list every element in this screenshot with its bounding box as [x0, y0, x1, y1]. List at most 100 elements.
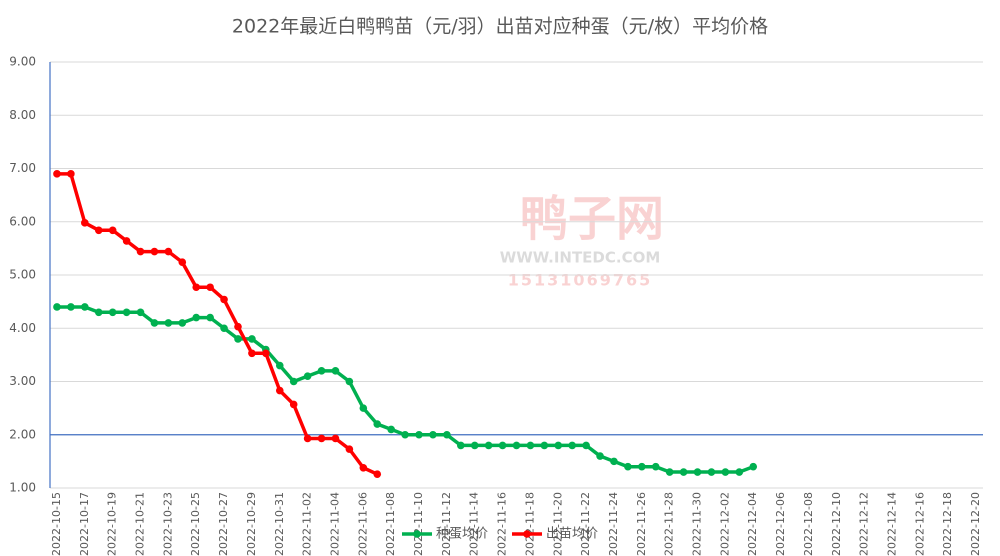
data-point — [136, 247, 145, 256]
data-point — [150, 247, 159, 256]
data-point — [248, 335, 256, 343]
legend-item: 出苗均价 — [512, 527, 598, 542]
data-point — [707, 468, 716, 476]
data-point — [206, 283, 214, 292]
data-point — [512, 441, 521, 450]
watermark-text: 15131069765 — [508, 271, 652, 290]
watermark-text: WWW.INTEDC.COM — [500, 249, 661, 267]
data-point — [220, 295, 228, 304]
x-tick-label: 2022-10-25 — [189, 492, 202, 556]
data-point — [526, 441, 535, 450]
data-point — [164, 319, 173, 327]
data-point — [248, 349, 256, 358]
x-tick-label: 2022-10-27 — [217, 492, 230, 556]
data-point — [498, 441, 507, 450]
data-point — [81, 303, 89, 311]
x-tick-label: 2022-11-12 — [440, 492, 453, 556]
data-point — [262, 349, 270, 358]
data-point — [136, 308, 145, 317]
x-tick-label: 2022-12-06 — [774, 492, 787, 556]
y-tick-label: 3.00 — [9, 374, 36, 388]
data-point — [317, 434, 326, 443]
data-point — [721, 468, 730, 476]
x-tick-label: 2022-12-02 — [718, 492, 731, 556]
x-tick-label: 2022-10-31 — [273, 492, 286, 556]
x-tick-label: 2022-12-18 — [941, 492, 954, 556]
data-point — [220, 324, 228, 333]
data-point — [373, 420, 382, 428]
data-point — [331, 367, 340, 375]
x-tick-label: 2022-11-28 — [663, 492, 676, 556]
data-point — [234, 322, 242, 331]
data-point — [443, 430, 451, 439]
data-point — [359, 463, 368, 472]
x-tick-label: 2022-12-20 — [969, 492, 982, 556]
data-point — [735, 468, 744, 476]
data-point — [679, 468, 688, 476]
data-point — [387, 425, 395, 434]
data-point — [345, 377, 354, 386]
x-tick-label: 2022-12-08 — [802, 492, 815, 556]
x-tick-label: 2022-11-22 — [579, 492, 592, 556]
legend-label: 种蛋均价 — [436, 527, 488, 542]
data-point — [540, 441, 549, 450]
data-point — [749, 462, 758, 471]
data-point — [359, 404, 368, 412]
x-tick-label: 2022-10-21 — [134, 492, 147, 556]
data-point — [582, 441, 590, 450]
data-point — [317, 367, 326, 375]
data-point — [53, 303, 61, 311]
data-point — [108, 308, 117, 317]
data-point — [568, 441, 577, 450]
data-point — [554, 441, 563, 450]
y-tick-label: 6.00 — [9, 214, 36, 228]
data-point — [122, 237, 131, 245]
data-point — [53, 170, 61, 178]
chart-title: 2022年最近白鸭鸭苗（元/羽）出苗对应种蛋（元/枚）平均价格 — [232, 16, 768, 38]
data-point — [415, 430, 423, 439]
y-tick-label: 5.00 — [9, 268, 36, 282]
x-tick-label: 2022-11-30 — [691, 492, 704, 556]
watermark-text: 鸭子网 — [520, 191, 664, 247]
data-point — [373, 470, 382, 478]
legend-label: 出苗均价 — [546, 527, 598, 542]
data-point — [275, 386, 284, 395]
x-tick-label: 2022-11-16 — [496, 492, 509, 556]
x-tick-label: 2022-12-10 — [830, 492, 843, 556]
y-tick-label: 1.00 — [9, 481, 36, 495]
x-tick-label: 2022-12-04 — [746, 492, 759, 556]
data-point — [164, 247, 173, 256]
x-tick-label: 2022-11-14 — [468, 492, 481, 556]
data-point — [693, 468, 702, 476]
data-point — [192, 313, 201, 322]
data-point — [651, 462, 660, 471]
data-point — [67, 170, 75, 178]
data-point — [275, 361, 284, 370]
data-point — [108, 226, 117, 235]
x-tick-label: 2022-11-26 — [635, 492, 648, 556]
y-tick-label: 8.00 — [9, 108, 36, 122]
data-point — [206, 313, 214, 322]
data-point — [234, 335, 242, 343]
x-tick-label: 2022-11-08 — [384, 492, 397, 556]
legend-marker — [413, 530, 421, 538]
data-point — [303, 434, 312, 443]
data-point — [178, 319, 187, 327]
data-point — [150, 319, 159, 327]
data-point — [456, 441, 465, 450]
data-point — [610, 457, 618, 466]
x-tick-label: 2022-10-23 — [161, 492, 174, 556]
x-tick-label: 2022-12-14 — [885, 492, 898, 556]
data-point — [401, 430, 409, 439]
data-point — [94, 308, 103, 317]
data-point — [484, 441, 493, 450]
data-point — [67, 303, 75, 311]
y-tick-label: 2.00 — [9, 427, 36, 441]
data-point — [289, 377, 298, 386]
data-point — [665, 468, 674, 476]
data-point — [81, 219, 89, 227]
data-point — [470, 441, 479, 450]
y-tick-label: 9.00 — [9, 55, 36, 69]
